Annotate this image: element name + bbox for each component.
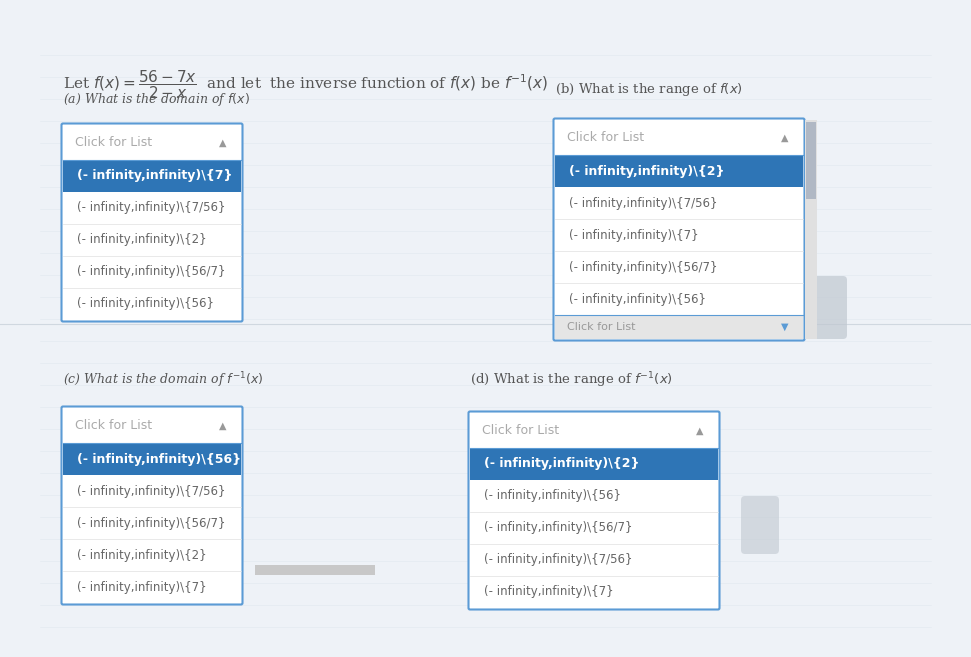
- Text: (- infinity,infinity)\{2}: (- infinity,infinity)\{2}: [77, 233, 207, 246]
- Bar: [555, 315, 803, 339]
- Bar: [555, 155, 803, 187]
- Text: ▼: ▼: [782, 322, 788, 332]
- Text: Click for List: Click for List: [567, 131, 644, 144]
- Text: (- infinity,infinity)\{56}: (- infinity,infinity)\{56}: [77, 298, 214, 311]
- Text: Click for List: Click for List: [482, 424, 559, 437]
- Text: (- infinity,infinity)\{7}: (- infinity,infinity)\{7}: [77, 170, 232, 183]
- Bar: [63, 160, 241, 192]
- Text: (c) What is the domain of $f^{-1}(x)$: (c) What is the domain of $f^{-1}(x)$: [63, 371, 263, 390]
- FancyBboxPatch shape: [61, 124, 243, 321]
- Text: (- infinity,infinity)\{7/56}: (- infinity,infinity)\{7/56}: [484, 553, 632, 566]
- Text: ▲: ▲: [696, 426, 704, 436]
- Bar: [805, 120, 817, 339]
- Text: (a) What is the domain of $f(x)$: (a) What is the domain of $f(x)$: [63, 91, 250, 108]
- Text: (- infinity,infinity)\{7/56}: (- infinity,infinity)\{7/56}: [77, 202, 225, 214]
- FancyBboxPatch shape: [553, 118, 805, 340]
- Text: ▲: ▲: [219, 137, 227, 148]
- Bar: [555, 120, 803, 155]
- Text: Click for List: Click for List: [567, 322, 635, 332]
- Bar: [470, 448, 718, 480]
- FancyBboxPatch shape: [741, 496, 779, 554]
- Text: (- infinity,infinity)\{56}: (- infinity,infinity)\{56}: [77, 453, 241, 466]
- Text: (d) What is the range of $f^{-1}(x)$: (d) What is the range of $f^{-1}(x)$: [470, 371, 673, 390]
- Text: ▲: ▲: [782, 133, 788, 143]
- Bar: [470, 413, 718, 448]
- Bar: [63, 125, 241, 160]
- Text: ▲: ▲: [219, 420, 227, 430]
- Bar: [806, 122, 816, 198]
- Text: (- infinity,infinity)\{7}: (- infinity,infinity)\{7}: [569, 229, 698, 242]
- Text: (- infinity,infinity)\{56/7}: (- infinity,infinity)\{56/7}: [484, 522, 632, 535]
- Text: Let $f(x) = \dfrac{56-7x}{2-x}$  and let  the inverse function of $f(x)$ be $f^{: Let $f(x) = \dfrac{56-7x}{2-x}$ and let …: [63, 68, 549, 101]
- Text: (- infinity,infinity)\{2}: (- infinity,infinity)\{2}: [484, 457, 640, 470]
- Text: Click for List: Click for List: [75, 136, 152, 149]
- Text: (- infinity,infinity)\{56}: (- infinity,infinity)\{56}: [569, 292, 706, 306]
- Text: (- infinity,infinity)\{56/7}: (- infinity,infinity)\{56/7}: [77, 265, 225, 279]
- Text: (- infinity,infinity)\{2}: (- infinity,infinity)\{2}: [569, 164, 724, 177]
- Text: (- infinity,infinity)\{7}: (- infinity,infinity)\{7}: [484, 585, 614, 599]
- Bar: [255, 565, 375, 575]
- Text: (- infinity,infinity)\{7/56}: (- infinity,infinity)\{7/56}: [77, 484, 225, 497]
- FancyBboxPatch shape: [811, 276, 847, 339]
- FancyBboxPatch shape: [468, 411, 720, 610]
- Text: (- infinity,infinity)\{2}: (- infinity,infinity)\{2}: [77, 549, 207, 562]
- Text: (- infinity,infinity)\{7}: (- infinity,infinity)\{7}: [77, 581, 207, 593]
- Text: Click for List: Click for List: [75, 419, 152, 432]
- Text: (- infinity,infinity)\{56/7}: (- infinity,infinity)\{56/7}: [77, 516, 225, 530]
- Text: (b) What is the range of $f(x)$: (b) What is the range of $f(x)$: [555, 81, 743, 98]
- Text: (- infinity,infinity)\{56}: (- infinity,infinity)\{56}: [484, 489, 621, 503]
- Text: (- infinity,infinity)\{7/56}: (- infinity,infinity)\{7/56}: [569, 196, 718, 210]
- Bar: [40, 55, 931, 602]
- FancyBboxPatch shape: [61, 407, 243, 604]
- Bar: [63, 443, 241, 475]
- Bar: [63, 408, 241, 443]
- Text: (- infinity,infinity)\{56/7}: (- infinity,infinity)\{56/7}: [569, 260, 718, 273]
